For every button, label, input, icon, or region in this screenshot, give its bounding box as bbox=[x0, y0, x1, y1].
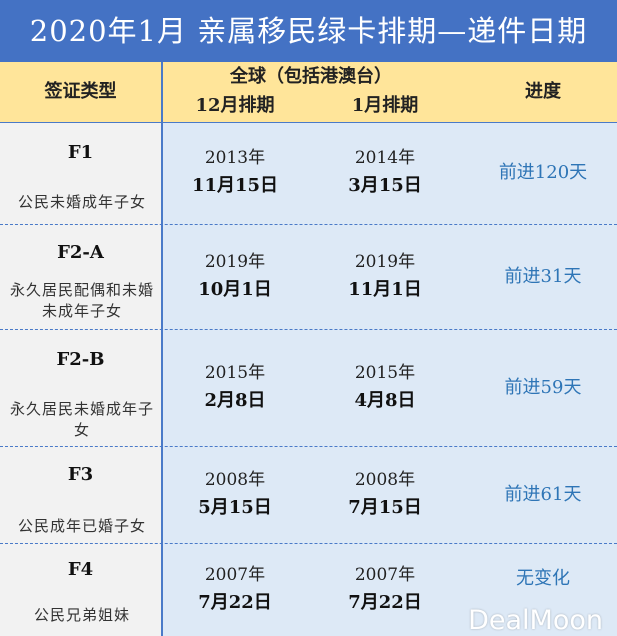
prev-date: 7月22日 bbox=[198, 592, 272, 613]
header-prev-month: 12月排期 bbox=[195, 95, 275, 116]
row-separator bbox=[0, 224, 617, 225]
table-row: F1 公民未婚成年子女 2013年 11月15日 2014年 3月15日 前进120天 bbox=[0, 122, 617, 224]
row-separator bbox=[0, 329, 617, 330]
page-title: 2020年1月 亲属移民绿卡排期—递件日期 bbox=[0, 0, 617, 62]
progress-value: 无变化 bbox=[516, 568, 570, 589]
curr-date: 4月8日 bbox=[354, 390, 416, 411]
prev-date: 2月8日 bbox=[204, 390, 266, 411]
curr-date: 7月22日 bbox=[348, 592, 422, 613]
table-header: 签证类型 全球（包括港澳台） 12月排期 1月排期 进度 bbox=[0, 62, 617, 123]
prev-date: 5月15日 bbox=[198, 497, 272, 518]
curr-date: 7月15日 bbox=[348, 497, 422, 518]
curr-year: 2019年 bbox=[354, 252, 416, 272]
visa-type-column bbox=[0, 123, 161, 636]
visa-code: F4 bbox=[67, 559, 94, 580]
prev-year: 2008年 bbox=[204, 470, 266, 490]
progress-value: 前进31天 bbox=[504, 266, 582, 287]
header-progress: 进度 bbox=[525, 81, 561, 102]
visa-description: 永久居民配偶和未婚未成年子女 bbox=[9, 281, 154, 320]
header-curr-month: 1月排期 bbox=[351, 95, 419, 116]
visa-code: F2-B bbox=[56, 349, 105, 370]
table-row: F2-B 永久居民未婚成年子女 2015年 2月8日 2015年 4月8日 前进59天 bbox=[0, 329, 617, 446]
table-row: F3 公民成年已婚子女 2008年 5月15日 2008年 7月15日 前进61天 bbox=[0, 446, 617, 543]
column-divider bbox=[161, 62, 163, 636]
prev-year: 2019年 bbox=[204, 252, 266, 272]
visa-code: F3 bbox=[67, 464, 94, 485]
visa-description: 公民成年已婚子女 bbox=[17, 517, 146, 535]
row-separator bbox=[0, 543, 617, 544]
prev-year: 2007年 bbox=[204, 565, 266, 585]
visa-code: F1 bbox=[67, 142, 94, 163]
header-visa-type: 签证类型 bbox=[44, 81, 117, 102]
curr-year: 2007年 bbox=[354, 565, 416, 585]
visa-code: F2-A bbox=[57, 242, 104, 263]
prev-year: 2015年 bbox=[204, 363, 266, 383]
progress-value: 前进120天 bbox=[498, 162, 588, 183]
table-row: F4 公民兄弟姐妹 2007年 7月22日 2007年 7月22日 无变化 bbox=[0, 543, 617, 636]
curr-year: 2014年 bbox=[354, 148, 416, 168]
curr-year: 2008年 bbox=[354, 470, 416, 490]
prev-year: 2013年 bbox=[204, 148, 266, 168]
header-region: 全球（包括港澳台） bbox=[230, 66, 392, 87]
row-separator bbox=[0, 446, 617, 447]
curr-date: 11月1日 bbox=[348, 279, 422, 300]
progress-value: 前进61天 bbox=[504, 484, 582, 505]
curr-year: 2015年 bbox=[354, 363, 416, 383]
curr-date: 3月15日 bbox=[348, 175, 422, 196]
visa-description: 公民未婚成年子女 bbox=[17, 193, 146, 211]
prev-date: 11月15日 bbox=[191, 175, 279, 196]
visa-description: 公民兄弟姐妹 bbox=[33, 606, 130, 624]
table-row: F2-A 永久居民配偶和未婚未成年子女 2019年 10月1日 2019年 11月1日 前进… bbox=[0, 224, 617, 329]
dealmoon-watermark: DealMoon bbox=[468, 605, 603, 636]
prev-date: 10月1日 bbox=[198, 279, 272, 300]
visa-description: 永久居民未婚成年子女 bbox=[9, 400, 154, 439]
progress-value: 前进59天 bbox=[504, 377, 582, 398]
